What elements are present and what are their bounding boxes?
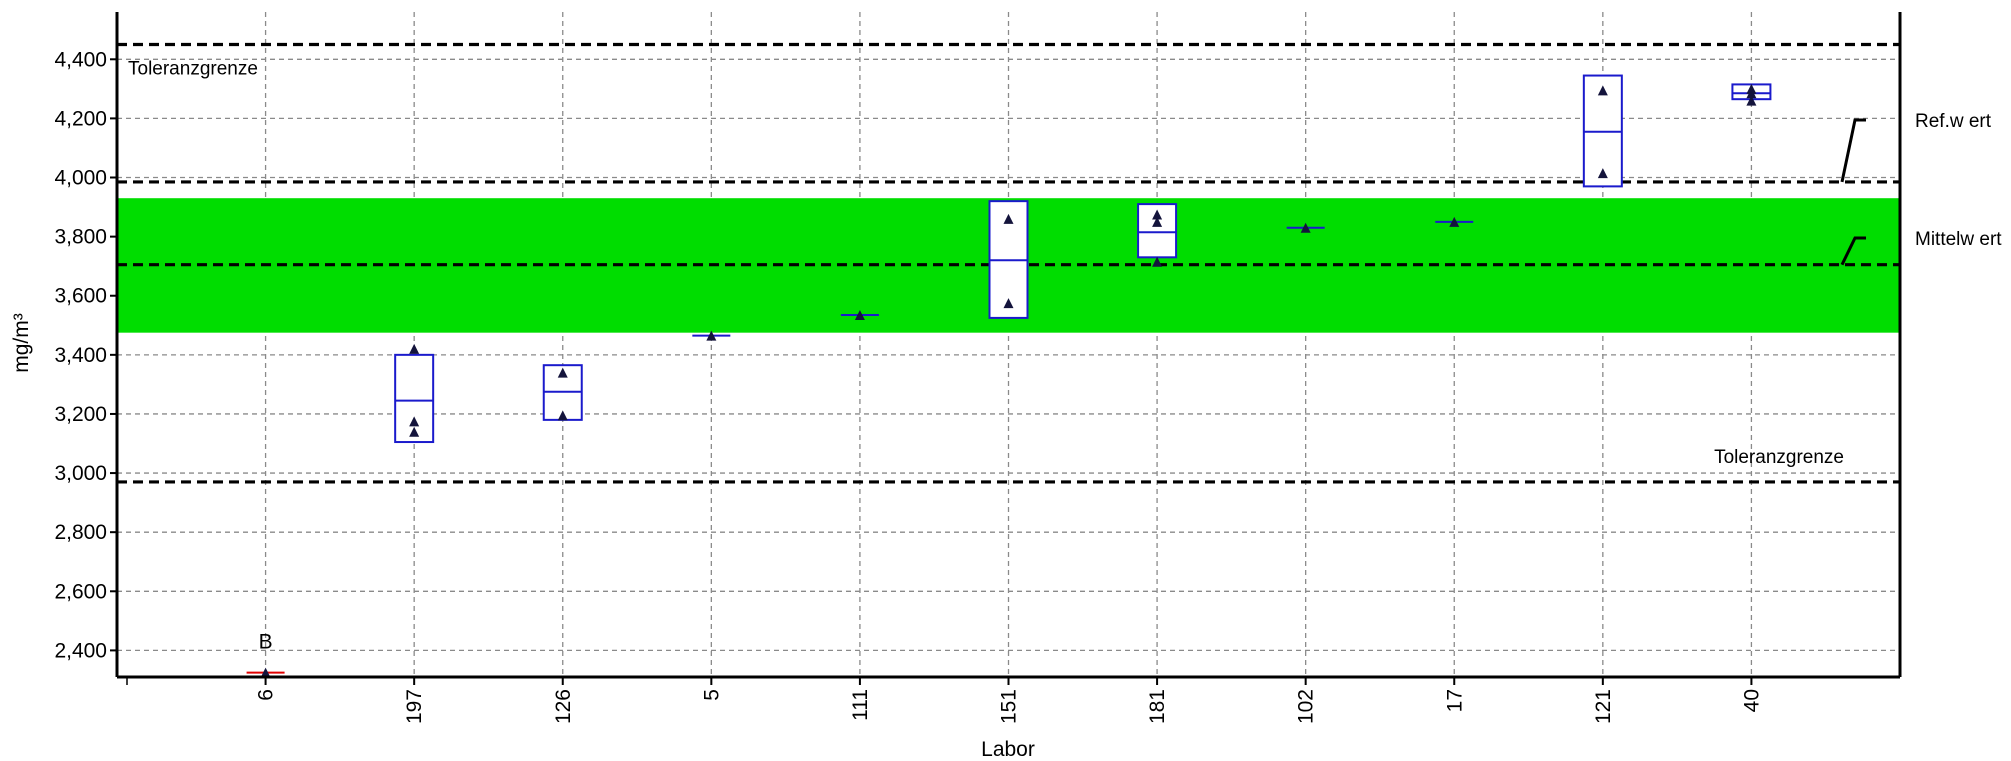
x-tick-label: 40 [1740, 689, 1763, 712]
flag-label: B [259, 631, 273, 654]
y-tick-label: 2,600 [54, 580, 107, 603]
data-point [1746, 88, 1757, 99]
data-point [1597, 168, 1608, 179]
y-axis-title: mg/m³ [10, 313, 33, 373]
data-point [557, 410, 568, 421]
ref-label-ref_value: Ref.w ert [1915, 111, 1992, 132]
y-tick-label: 2,800 [54, 521, 107, 544]
reference-lines [117, 42, 1900, 484]
x-tick-label: 151 [998, 689, 1021, 724]
ref-label-lower_tolerance: Toleranzgrenze [1714, 447, 1844, 468]
labels-layer: Toleranzgrenze Ref.w ert Mittelw ert Tolera… [128, 59, 2002, 654]
y-tick-label: 3,600 [54, 285, 107, 308]
data-point [409, 416, 420, 427]
x-tick-label: 197 [403, 689, 426, 724]
x-tick-label: 17 [1443, 689, 1466, 712]
y-tick-label: 4,200 [54, 107, 107, 130]
x-tick-label: 6 [255, 689, 278, 701]
data-point [409, 426, 420, 437]
data-point [1152, 209, 1163, 220]
x-tick-label: 102 [1295, 689, 1318, 724]
y-tick-label: 4,000 [54, 167, 107, 190]
x-tick-label: 111 [849, 689, 872, 721]
x-tick-label: 181 [1146, 689, 1169, 724]
ref-leader-mean_value [1840, 236, 1866, 266]
data-point [1003, 213, 1014, 224]
y-tick-label: 3,200 [54, 403, 107, 426]
x-tick-label: 5 [700, 689, 723, 701]
y-tick-label: 3,800 [54, 226, 107, 249]
ref-label-upper_tolerance: Toleranzgrenze [128, 59, 258, 80]
ref-label-mean_value: Mittelw ert [1915, 229, 2002, 250]
data-point [854, 309, 865, 320]
axes-layer: 2,400 2,600 2,800 3,000 3,200 3,400 3,600 3,800… [54, 12, 1902, 724]
boxes-layer [246, 74, 1772, 678]
x-tick-label: 121 [1592, 689, 1615, 724]
y-tick-label: 3,000 [54, 462, 107, 485]
data-point [1300, 222, 1311, 233]
y-tick-label: 4,400 [54, 48, 107, 71]
data-point [1152, 256, 1163, 267]
data-point [1746, 95, 1757, 106]
data-point [1152, 216, 1163, 227]
grid-layer [117, 12, 1900, 677]
y-tick-label: 3,400 [54, 344, 107, 367]
ref-leader-ref_value [1840, 118, 1866, 183]
x-tick-label: 126 [552, 689, 575, 724]
data-point [1597, 85, 1608, 96]
data-point [706, 330, 717, 341]
data-point [557, 367, 568, 378]
x-axis-title: Labor [981, 738, 1035, 761]
data-point [260, 667, 271, 678]
data-point [409, 343, 420, 354]
data-point [1449, 216, 1460, 227]
y-tick-label: 2,400 [54, 639, 107, 662]
data-point [1003, 298, 1014, 309]
